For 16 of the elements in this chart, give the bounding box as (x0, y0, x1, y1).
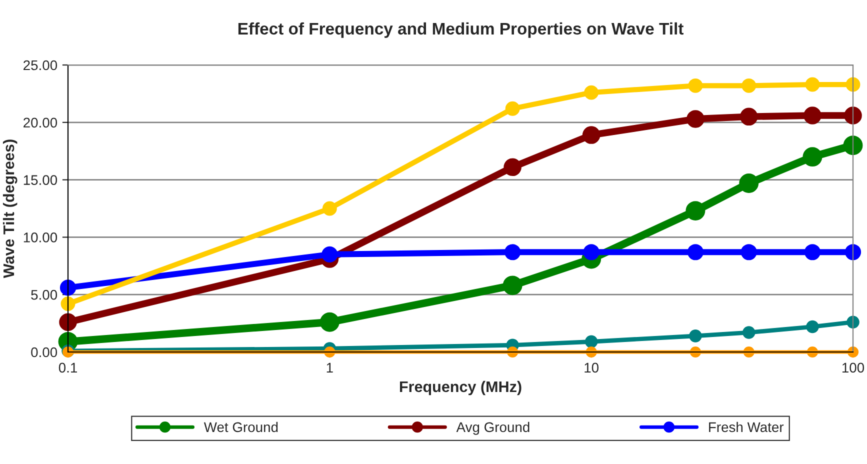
chart-title: Effect of Frequency and Medium Properties on Wave Tilt (238, 22, 684, 38)
y-tick-label: 10.00 (24, 232, 58, 242)
y-tick-label: 15.00 (24, 175, 58, 185)
x-tick-label: 1 (326, 362, 333, 372)
x-tick-label: 10 (584, 362, 599, 373)
y-tick-label: 25.00 (24, 60, 58, 70)
y-tick-label: 0.00 (31, 347, 58, 358)
x-tick-label: 0.1 (58, 362, 77, 373)
y-tick-label: 5.00 (31, 290, 58, 300)
x-axis-title: Frequency (MHz) (400, 380, 522, 396)
legend-label: Wet Ground (204, 422, 278, 432)
legend-label: Fresh Water (709, 422, 784, 432)
y-tick-label: 20.00 (24, 118, 58, 128)
legend-label: Avg Ground (456, 422, 530, 435)
x-tick-label: 100 (842, 362, 864, 373)
y-axis-title: Wave Tilt (degrees) (2, 140, 18, 278)
